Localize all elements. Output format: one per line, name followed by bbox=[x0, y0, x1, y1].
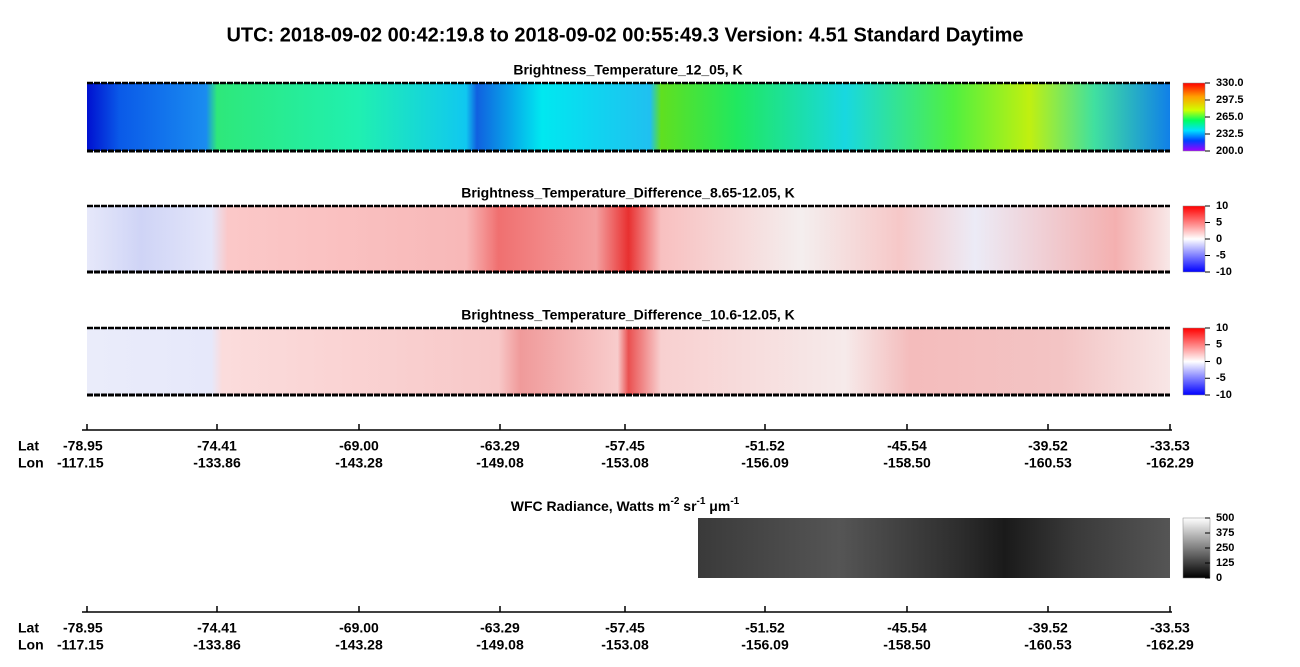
colorbar-tick-label: -10 bbox=[1216, 266, 1232, 278]
x-tick-label: -158.50 bbox=[883, 455, 931, 471]
x-tick-label: -117.15 bbox=[57, 637, 104, 653]
colorbar bbox=[1182, 205, 1206, 273]
colorbar-tick-label: 5 bbox=[1216, 216, 1222, 228]
colorbar-tick-label: -10 bbox=[1216, 389, 1232, 401]
x-tick-label: -143.28 bbox=[335, 637, 383, 653]
x-tick-label: -57.45 bbox=[605, 620, 645, 636]
x-tick-label: -51.52 bbox=[745, 620, 785, 636]
wfc-title: WFC Radiance, Watts m-2 sr-1 μm-1 bbox=[511, 496, 740, 514]
x-tick-label: -160.53 bbox=[1024, 455, 1072, 471]
axis-label: Lat bbox=[18, 620, 39, 636]
x-tick-label: -156.09 bbox=[741, 455, 789, 471]
colorbar-tick-label: 500 bbox=[1216, 512, 1234, 524]
colorbar-tick-label: 375 bbox=[1216, 527, 1234, 539]
colorbar-tick-label: 10 bbox=[1216, 200, 1228, 212]
x-tick-label: -158.50 bbox=[883, 637, 931, 653]
x-tick-label: -74.41 bbox=[197, 438, 237, 454]
x-tick-label: -78.95 bbox=[63, 438, 103, 454]
colorbar-tick-label: -5 bbox=[1216, 372, 1226, 384]
x-tick-label: -149.08 bbox=[476, 637, 524, 653]
colorbar-tick-label: -5 bbox=[1216, 249, 1226, 261]
panel-title: Brightness_Temperature_Difference_8.65-1… bbox=[461, 185, 795, 201]
colorbar-tick-label: 297.5 bbox=[1216, 94, 1244, 106]
colorbar bbox=[1182, 82, 1206, 152]
x-tick-label: -153.08 bbox=[601, 637, 649, 653]
strip-image bbox=[87, 328, 1170, 395]
colorbar-tick-label: 0 bbox=[1216, 572, 1222, 584]
wfc-image bbox=[698, 518, 1170, 578]
colorbar-tick-label: 200.0 bbox=[1216, 145, 1244, 157]
colorbar bbox=[1182, 327, 1206, 396]
x-tick-label: -162.29 bbox=[1146, 455, 1194, 471]
x-tick-label: -33.53 bbox=[1150, 438, 1190, 454]
title-part: μm bbox=[705, 498, 730, 514]
panel-title: Brightness_Temperature_12_05, K bbox=[513, 62, 742, 78]
colorbar-tick-label: 125 bbox=[1216, 557, 1234, 569]
title-sup: -2 bbox=[670, 496, 679, 507]
x-tick-label: -153.08 bbox=[601, 455, 649, 471]
colorbar-tick-label: 250 bbox=[1216, 542, 1234, 554]
x-tick-label: -133.86 bbox=[193, 637, 241, 653]
x-tick-label: -33.53 bbox=[1150, 620, 1190, 636]
x-tick-label: -69.00 bbox=[339, 620, 379, 636]
x-tick-label: -149.08 bbox=[476, 455, 524, 471]
x-tick-label: -156.09 bbox=[741, 637, 789, 653]
x-tick-label: -162.29 bbox=[1146, 637, 1194, 653]
axis-label: Lat bbox=[18, 438, 39, 454]
colorbar-tick-label: 0 bbox=[1216, 355, 1222, 367]
x-tick-label: -143.28 bbox=[335, 455, 383, 471]
x-tick-label: -39.52 bbox=[1028, 438, 1068, 454]
title-sup: -1 bbox=[730, 496, 739, 507]
x-tick-label: -117.15 bbox=[57, 455, 104, 471]
colorbar-tick-label: 5 bbox=[1216, 339, 1222, 351]
panel-title: Brightness_Temperature_Difference_10.6-1… bbox=[461, 307, 795, 323]
strip-image bbox=[87, 83, 1170, 151]
x-tick-label: -63.29 bbox=[480, 438, 520, 454]
colorbar-tick-label: 330.0 bbox=[1216, 77, 1244, 89]
x-tick-label: -133.86 bbox=[193, 455, 241, 471]
x-tick-label: -39.52 bbox=[1028, 620, 1068, 636]
x-tick-label: -63.29 bbox=[480, 620, 520, 636]
x-tick-label: -69.00 bbox=[339, 438, 379, 454]
colorbar-tick-label: 265.0 bbox=[1216, 111, 1244, 123]
x-tick-label: -51.52 bbox=[745, 438, 785, 454]
colorbar-tick-label: 10 bbox=[1216, 322, 1228, 334]
title-part: WFC Radiance, Watts m bbox=[511, 498, 671, 514]
chart-title: UTC: 2018-09-02 00:42:19.8 to 2018-09-02… bbox=[226, 24, 1023, 46]
x-tick-label: -45.54 bbox=[887, 438, 927, 454]
colorbar-tick-label: 0 bbox=[1216, 233, 1222, 245]
axis-label: Lon bbox=[18, 455, 44, 471]
title-part: sr bbox=[679, 498, 697, 514]
strip-image bbox=[87, 206, 1170, 272]
x-tick-label: -160.53 bbox=[1024, 637, 1072, 653]
colorbar-tick-label: 232.5 bbox=[1216, 128, 1244, 140]
axis-label: Lon bbox=[18, 637, 44, 653]
x-tick-label: -74.41 bbox=[197, 620, 237, 636]
title-sup: -1 bbox=[697, 496, 706, 507]
x-tick-label: -78.95 bbox=[63, 620, 103, 636]
x-tick-label: -57.45 bbox=[605, 438, 645, 454]
x-tick-label: -45.54 bbox=[887, 620, 927, 636]
